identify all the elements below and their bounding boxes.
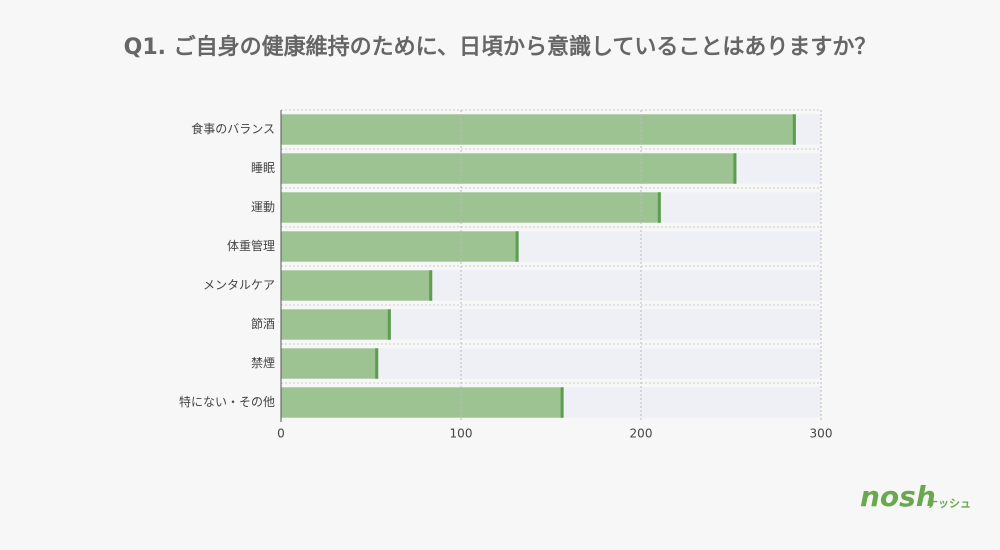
bar-edge [375,348,379,379]
bar-edge [560,387,564,418]
x-tick-label: 300 [810,427,833,441]
x-tick-label: 200 [630,427,653,441]
chart-title: Q1. ご自身の健康維持のために、日頃から意識していることはありますか？ [124,34,877,60]
bar-edge [792,114,796,145]
bar [281,192,661,223]
y-tick-label: メンタルケア [203,278,275,292]
bar [281,348,379,379]
y-tick-label: 睡眠 [251,161,275,175]
x-tick-label: 0 [277,427,285,441]
bar [281,270,433,301]
bar-edge [515,231,519,262]
y-tick-label: 禁煙 [251,356,275,370]
y-tick-label: 運動 [251,200,275,214]
bar-edge [733,153,737,184]
bar-edge [387,309,391,340]
bar [281,114,796,145]
bar [281,387,564,418]
y-tick-label: 体重管理 [227,238,275,253]
bar [281,309,391,340]
bar [281,153,737,184]
bar [281,231,519,262]
bar-edge [657,192,661,223]
y-tick-label: 節酒 [251,316,275,331]
y-tick-label: 食事のバランス [191,121,275,136]
y-tick-label: 特にない・その他 [179,394,275,409]
logo-text: nosh [860,480,936,513]
logo-subtext: ナッシュ [927,497,971,510]
bar-edge [429,270,433,301]
x-tick-label: 100 [450,427,473,441]
